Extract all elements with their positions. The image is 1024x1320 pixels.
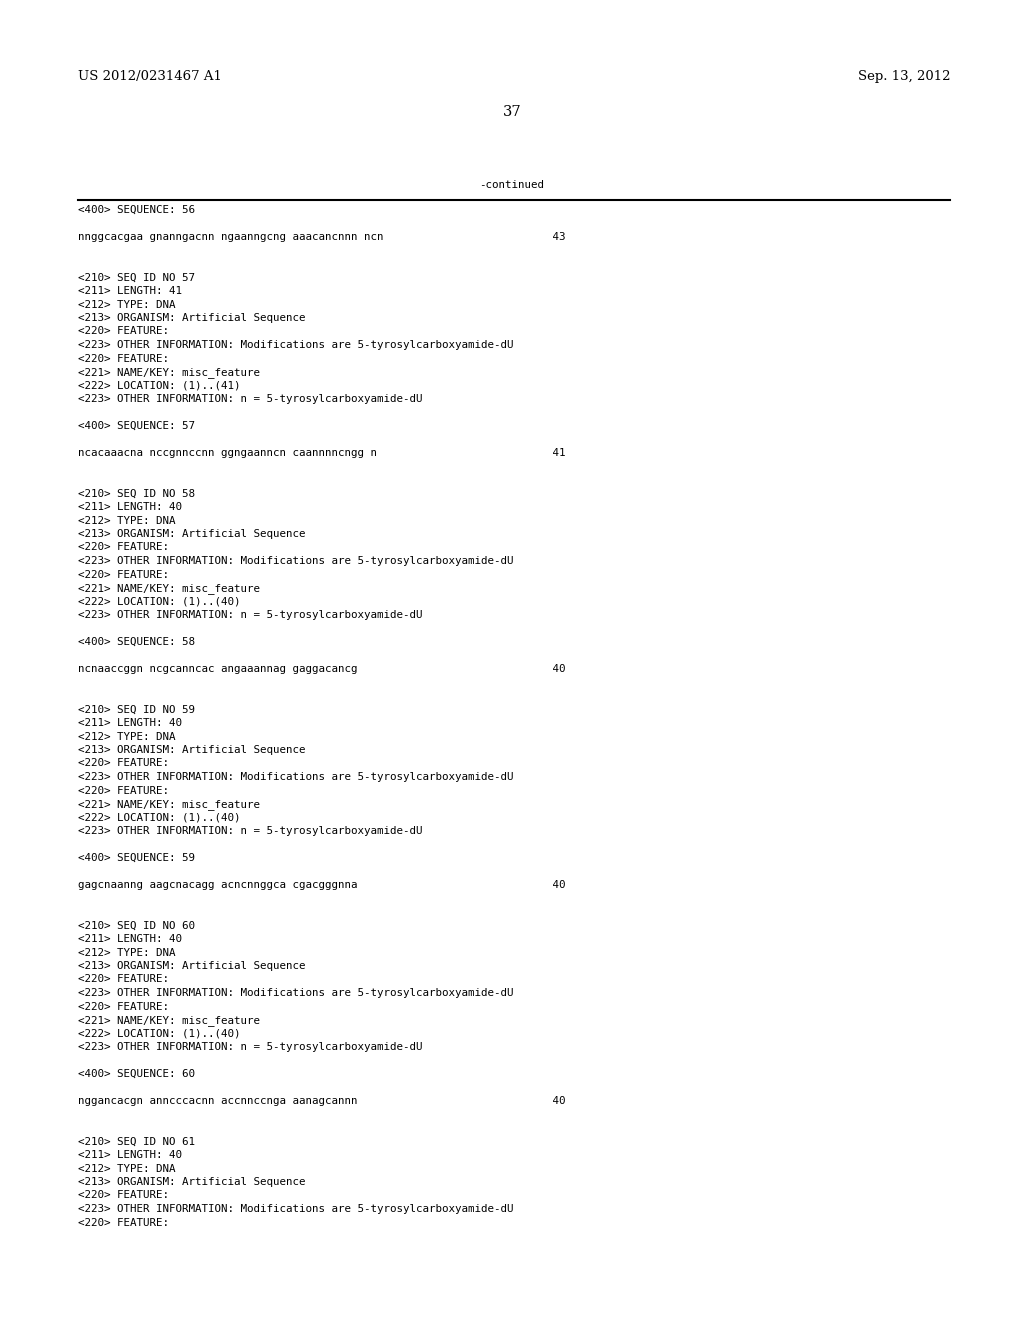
Text: <213> ORGANISM: Artificial Sequence: <213> ORGANISM: Artificial Sequence xyxy=(78,1177,305,1187)
Text: <210> SEQ ID NO 57: <210> SEQ ID NO 57 xyxy=(78,272,195,282)
Text: ncacaaacna nccgnnccnn ggngaanncn caannnncngg n                           41: ncacaaacna nccgnnccnn ggngaanncn caannnn… xyxy=(78,447,565,458)
Text: <222> LOCATION: (1)..(40): <222> LOCATION: (1)..(40) xyxy=(78,1028,241,1039)
Text: US 2012/0231467 A1: US 2012/0231467 A1 xyxy=(78,70,222,83)
Text: <213> ORGANISM: Artificial Sequence: <213> ORGANISM: Artificial Sequence xyxy=(78,961,305,972)
Text: <223> OTHER INFORMATION: n = 5-tyrosylcarboxyamide-dU: <223> OTHER INFORMATION: n = 5-tyrosylca… xyxy=(78,826,423,836)
Text: <210> SEQ ID NO 59: <210> SEQ ID NO 59 xyxy=(78,705,195,714)
Text: <223> OTHER INFORMATION: n = 5-tyrosylcarboxyamide-dU: <223> OTHER INFORMATION: n = 5-tyrosylca… xyxy=(78,393,423,404)
Text: <212> TYPE: DNA: <212> TYPE: DNA xyxy=(78,731,175,742)
Text: nggancacgn anncccacnn accnnccnga aanagcannn                              40: nggancacgn anncccacnn accnnccnga aanagca… xyxy=(78,1096,565,1106)
Text: <220> FEATURE:: <220> FEATURE: xyxy=(78,326,169,337)
Text: <223> OTHER INFORMATION: Modifications are 5-tyrosylcarboxyamide-dU: <223> OTHER INFORMATION: Modifications a… xyxy=(78,556,513,566)
Text: <220> FEATURE:: <220> FEATURE: xyxy=(78,759,169,768)
Text: <220> FEATURE:: <220> FEATURE: xyxy=(78,569,169,579)
Text: <211> LENGTH: 40: <211> LENGTH: 40 xyxy=(78,502,182,512)
Text: <223> OTHER INFORMATION: Modifications are 5-tyrosylcarboxyamide-dU: <223> OTHER INFORMATION: Modifications a… xyxy=(78,987,513,998)
Text: <213> ORGANISM: Artificial Sequence: <213> ORGANISM: Artificial Sequence xyxy=(78,529,305,539)
Text: <212> TYPE: DNA: <212> TYPE: DNA xyxy=(78,1163,175,1173)
Text: <223> OTHER INFORMATION: Modifications are 5-tyrosylcarboxyamide-dU: <223> OTHER INFORMATION: Modifications a… xyxy=(78,341,513,350)
Text: <221> NAME/KEY: misc_feature: <221> NAME/KEY: misc_feature xyxy=(78,799,260,810)
Text: <400> SEQUENCE: 60: <400> SEQUENCE: 60 xyxy=(78,1069,195,1078)
Text: <220> FEATURE:: <220> FEATURE: xyxy=(78,1217,169,1228)
Text: -continued: -continued xyxy=(479,180,545,190)
Text: <220> FEATURE:: <220> FEATURE: xyxy=(78,974,169,985)
Text: <211> LENGTH: 40: <211> LENGTH: 40 xyxy=(78,1150,182,1160)
Text: <400> SEQUENCE: 58: <400> SEQUENCE: 58 xyxy=(78,638,195,647)
Text: <400> SEQUENCE: 59: <400> SEQUENCE: 59 xyxy=(78,853,195,863)
Text: 37: 37 xyxy=(503,106,521,119)
Text: <220> FEATURE:: <220> FEATURE: xyxy=(78,785,169,796)
Text: <210> SEQ ID NO 60: <210> SEQ ID NO 60 xyxy=(78,920,195,931)
Text: <223> OTHER INFORMATION: Modifications are 5-tyrosylcarboxyamide-dU: <223> OTHER INFORMATION: Modifications a… xyxy=(78,772,513,781)
Text: <222> LOCATION: (1)..(40): <222> LOCATION: (1)..(40) xyxy=(78,813,241,822)
Text: <212> TYPE: DNA: <212> TYPE: DNA xyxy=(78,300,175,309)
Text: <220> FEATURE:: <220> FEATURE: xyxy=(78,543,169,553)
Text: <211> LENGTH: 40: <211> LENGTH: 40 xyxy=(78,718,182,729)
Text: <210> SEQ ID NO 58: <210> SEQ ID NO 58 xyxy=(78,488,195,499)
Text: <400> SEQUENCE: 56: <400> SEQUENCE: 56 xyxy=(78,205,195,215)
Text: <221> NAME/KEY: misc_feature: <221> NAME/KEY: misc_feature xyxy=(78,1015,260,1026)
Text: <213> ORGANISM: Artificial Sequence: <213> ORGANISM: Artificial Sequence xyxy=(78,313,305,323)
Text: ncnaaccggn ncgcanncac angaaannag gaggacancg                              40: ncnaaccggn ncgcanncac angaaannag gaggaca… xyxy=(78,664,565,675)
Text: <220> FEATURE:: <220> FEATURE: xyxy=(78,1002,169,1011)
Text: <223> OTHER INFORMATION: n = 5-tyrosylcarboxyamide-dU: <223> OTHER INFORMATION: n = 5-tyrosylca… xyxy=(78,610,423,620)
Text: gagcnaanng aagcnacagg acncnnggca cgacgggnna                              40: gagcnaanng aagcnacagg acncnnggca cgacggg… xyxy=(78,880,565,890)
Text: <223> OTHER INFORMATION: Modifications are 5-tyrosylcarboxyamide-dU: <223> OTHER INFORMATION: Modifications a… xyxy=(78,1204,513,1214)
Text: <400> SEQUENCE: 57: <400> SEQUENCE: 57 xyxy=(78,421,195,432)
Text: <213> ORGANISM: Artificial Sequence: <213> ORGANISM: Artificial Sequence xyxy=(78,744,305,755)
Text: <212> TYPE: DNA: <212> TYPE: DNA xyxy=(78,516,175,525)
Text: <223> OTHER INFORMATION: n = 5-tyrosylcarboxyamide-dU: <223> OTHER INFORMATION: n = 5-tyrosylca… xyxy=(78,1041,423,1052)
Text: <210> SEQ ID NO 61: <210> SEQ ID NO 61 xyxy=(78,1137,195,1147)
Text: <220> FEATURE:: <220> FEATURE: xyxy=(78,1191,169,1200)
Text: <211> LENGTH: 41: <211> LENGTH: 41 xyxy=(78,286,182,296)
Text: <221> NAME/KEY: misc_feature: <221> NAME/KEY: misc_feature xyxy=(78,583,260,594)
Text: <212> TYPE: DNA: <212> TYPE: DNA xyxy=(78,948,175,957)
Text: <222> LOCATION: (1)..(40): <222> LOCATION: (1)..(40) xyxy=(78,597,241,606)
Text: Sep. 13, 2012: Sep. 13, 2012 xyxy=(857,70,950,83)
Text: <222> LOCATION: (1)..(41): <222> LOCATION: (1)..(41) xyxy=(78,380,241,391)
Text: <211> LENGTH: 40: <211> LENGTH: 40 xyxy=(78,935,182,944)
Text: <220> FEATURE:: <220> FEATURE: xyxy=(78,354,169,363)
Text: nnggcacgaa gnanngacnn ngaanngcng aaacancnnn ncn                          43: nnggcacgaa gnanngacnn ngaanngcng aaacanc… xyxy=(78,232,565,242)
Text: <221> NAME/KEY: misc_feature: <221> NAME/KEY: misc_feature xyxy=(78,367,260,378)
